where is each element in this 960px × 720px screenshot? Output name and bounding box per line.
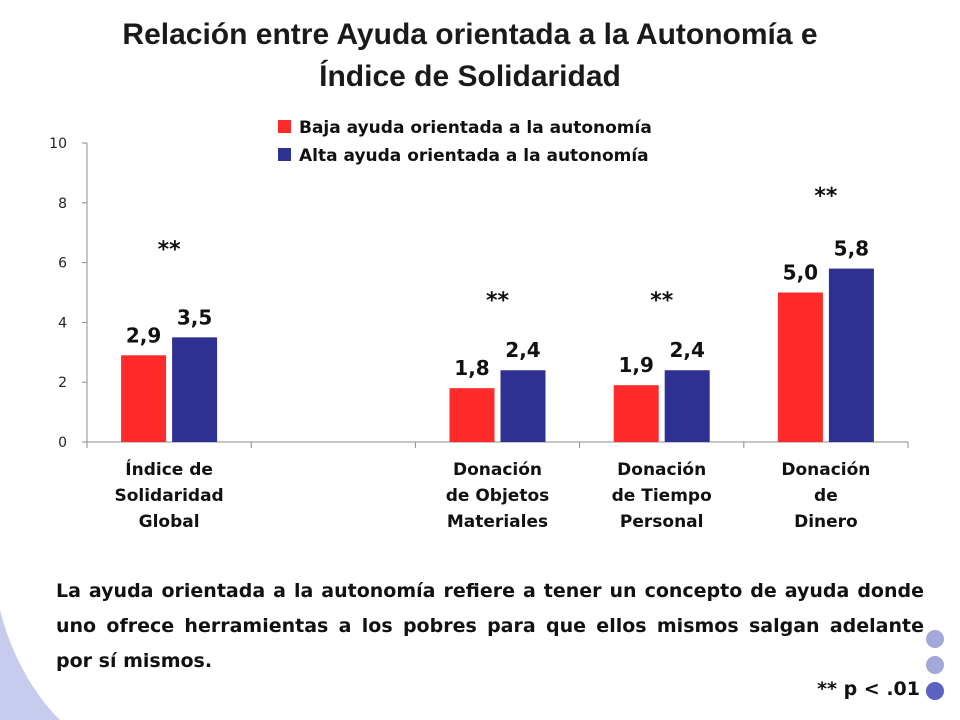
legend-label: Alta ayuda orientada a la autonomía (299, 146, 649, 166)
x-category-label: Donación (781, 460, 870, 480)
significance-marker: ** (650, 288, 674, 313)
significance-marker: ** (814, 184, 838, 209)
y-tick-label: 2 (58, 375, 67, 391)
x-category-label: Global (139, 512, 200, 532)
y-tick-label: 10 (49, 136, 67, 152)
x-category-label: Índice de (125, 458, 213, 480)
legend-swatch (278, 120, 291, 133)
swoosh-shape (0, 610, 60, 720)
bar-chart: 0 2 4 6 8 10 2,9 1,8 1,9 5,0 3,5 2,4 2,4 5,8 Índice de… (49, 118, 909, 532)
bar (777, 292, 823, 442)
decorative-dot-3 (926, 682, 944, 700)
bar (500, 370, 546, 442)
y-tick-label: 8 (58, 196, 67, 212)
x-category-label: Donación (453, 460, 542, 480)
legend-swatch (278, 148, 291, 161)
data-label: 5,0 (783, 261, 818, 285)
decorative-dot-2 (926, 656, 944, 674)
data-label: 3,5 (177, 305, 212, 329)
x-category-label: de Objetos (446, 486, 550, 506)
data-label: 2,4 (505, 338, 540, 362)
bar (664, 370, 710, 442)
decorative-swoosh (0, 610, 60, 720)
bar (172, 337, 218, 442)
title-line-1: Relación entre Ayuda orientada a la Auto… (122, 18, 818, 51)
caption-text: La ayuda orientada a la autonomía refier… (56, 580, 924, 672)
data-label: 2,4 (669, 338, 704, 362)
x-category-label: Solidaridad (114, 486, 223, 506)
y-tick-label: 0 (58, 435, 67, 451)
legend-label: Baja ayuda orientada a la autonomía (299, 118, 652, 138)
bar (613, 385, 659, 442)
decorative-dot-1 (926, 630, 944, 648)
data-label: 1,8 (454, 356, 489, 380)
x-category-label: de (814, 486, 838, 506)
significance-marker: ** (158, 238, 182, 263)
data-label: 1,9 (618, 353, 653, 377)
data-label: 2,9 (126, 323, 161, 347)
bar (828, 268, 874, 442)
page-title: Relación entre Ayuda orientada a la Auto… (40, 14, 900, 98)
x-category-label: de Tiempo (612, 486, 712, 506)
y-tick-label: 4 (58, 315, 67, 331)
x-category-label: Donación (617, 460, 706, 480)
x-category-label: Personal (620, 512, 704, 532)
title-line-2: Índice de Solidaridad (319, 60, 621, 93)
significance-marker: ** (486, 288, 510, 313)
bar (449, 388, 495, 442)
y-tick-label: 6 (58, 256, 67, 272)
x-category-label: Materiales (447, 512, 548, 532)
bar (121, 355, 167, 442)
data-label: 5,8 (834, 237, 869, 261)
significance-footnote: ** p < .01 (817, 678, 920, 700)
x-category-label: Dinero (794, 512, 858, 532)
